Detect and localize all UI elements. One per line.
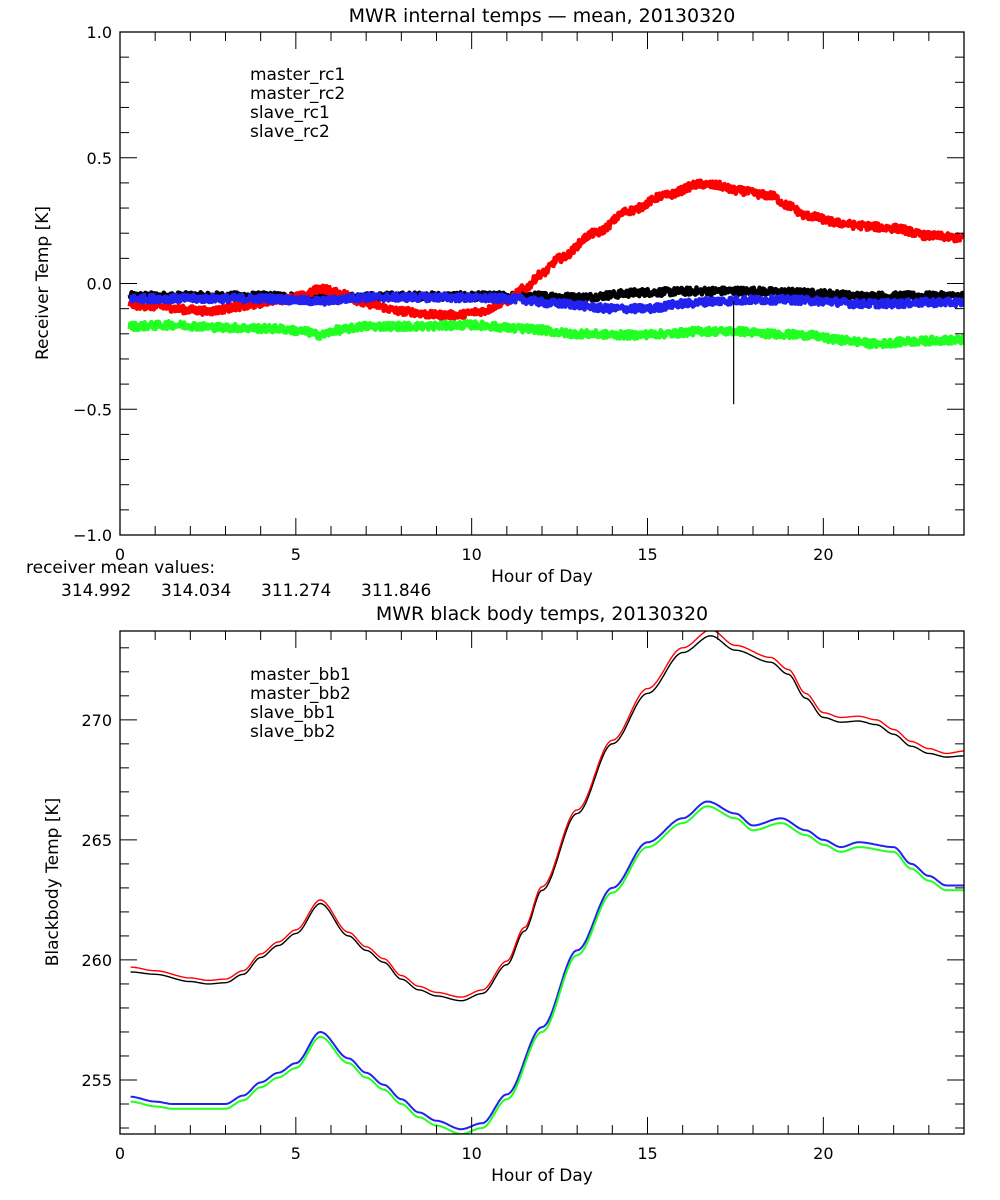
- legend-entry: master_bb2: [250, 684, 351, 704]
- legend-entry: slave_bb1: [250, 703, 335, 723]
- receiver-mean-label: receiver mean values:: [26, 558, 215, 578]
- x-tick-label: 10: [461, 1144, 481, 1163]
- x-tick-label: 0: [115, 545, 125, 564]
- receiver-temp-plot: MWR internal temps — mean, 20130320 Rece…: [26, 5, 965, 601]
- x-tick-label: 5: [291, 545, 301, 564]
- axes: 0 5 10 15 20 255 260 265 270: [81, 631, 965, 1163]
- legend: master_bb1 master_bb2 slave_bb1 slave_bb…: [250, 665, 351, 742]
- legend-entry: master_rc2: [250, 84, 345, 104]
- receiver-mean-value: 311.274: [261, 581, 331, 601]
- x-tick-label: 20: [813, 1144, 833, 1163]
- y-tick-label: 265: [81, 831, 112, 850]
- legend-entry: slave_rc2: [250, 122, 330, 142]
- x-tick-label: 0: [115, 1144, 125, 1163]
- receiver-mean-value: 314.034: [161, 581, 231, 601]
- receiver-mean-value: 311.846: [361, 581, 431, 601]
- blackbody-temp-plot: MWR black body temps, 20130320 Blackbody…: [43, 603, 965, 1186]
- x-tick-label: 20: [813, 545, 833, 564]
- plot-area: [127, 178, 964, 405]
- plot-title: MWR black body temps, 20130320: [376, 603, 708, 625]
- y-tick-label: 0.5: [87, 149, 112, 168]
- x-tick-label: 10: [461, 545, 481, 564]
- y-tick-label: 260: [81, 951, 112, 970]
- plot-area: [130, 631, 964, 1134]
- series-group: [130, 631, 964, 1134]
- y-axis-label: Blackbody Temp [K]: [43, 798, 63, 967]
- plot-title: MWR internal temps — mean, 20130320: [349, 5, 736, 27]
- receiver-mean-values: receiver mean values: 314.992 314.034 31…: [26, 558, 431, 601]
- series-line-slave_bb1: [130, 800, 964, 1131]
- axes: 0 5 10 15 20 −1.0 −0.5 0.0 0.5 1.0: [73, 23, 965, 564]
- y-axis-label: Receiver Temp [K]: [33, 206, 53, 360]
- plot-frame: [119, 31, 965, 536]
- legend-entry: master_rc1: [250, 65, 345, 85]
- y-tick-label: −1.0: [73, 526, 112, 545]
- legend-entry: slave_rc1: [250, 103, 330, 123]
- x-tick-label: 5: [291, 1144, 301, 1163]
- x-tick-label: 15: [637, 1144, 657, 1163]
- series-line-slave_rc2: [127, 319, 964, 350]
- x-tick-label: 15: [637, 545, 657, 564]
- legend-entry: slave_bb2: [250, 722, 335, 742]
- series-group: [127, 178, 964, 405]
- series-line-master_bb1: [130, 635, 964, 1002]
- legend-entry: master_bb1: [250, 665, 351, 685]
- x-axis-label: Hour of Day: [491, 567, 593, 587]
- series-line-slave_bb2: [130, 805, 964, 1134]
- plot-frame: [119, 630, 965, 1135]
- y-tick-label: 1.0: [87, 23, 112, 42]
- series-line-slave_rc1: [128, 291, 964, 315]
- series-line-master_bb2: [130, 631, 964, 998]
- y-tick-label: 270: [81, 711, 112, 730]
- x-axis-label: Hour of Day: [491, 1166, 593, 1186]
- y-tick-label: 0.0: [87, 275, 112, 294]
- y-tick-label: −0.5: [73, 400, 112, 419]
- y-tick-label: 255: [81, 1071, 112, 1090]
- legend: master_rc1 master_rc2 slave_rc1 slave_rc…: [250, 65, 345, 142]
- receiver-mean-value: 314.992: [61, 581, 131, 601]
